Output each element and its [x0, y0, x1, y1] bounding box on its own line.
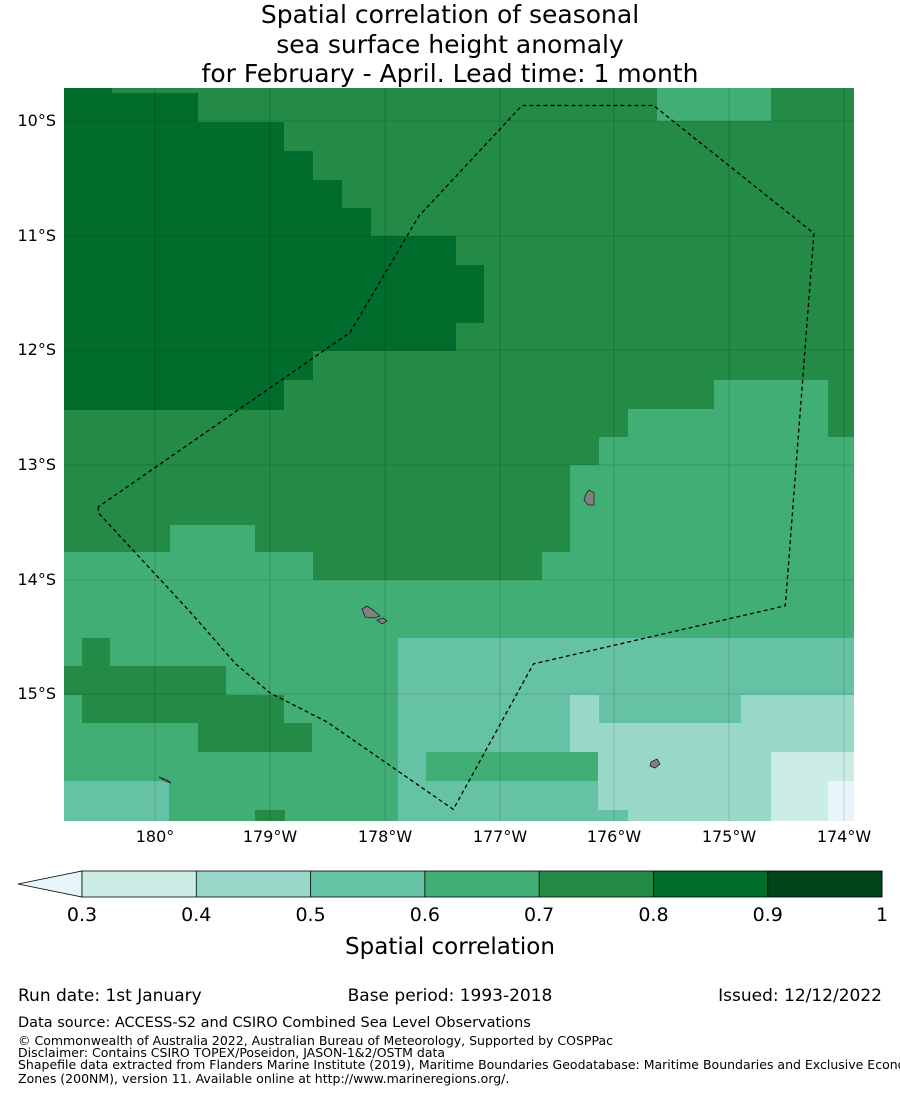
lon-label-177w: 177°W	[473, 827, 528, 846]
grid-cell	[342, 208, 371, 351]
land-masses	[158, 489, 661, 784]
title-line-3: for February - April. Lead time: 1 month	[201, 59, 699, 88]
gridlines	[64, 88, 854, 821]
run-date: Run date: 1st January	[18, 986, 202, 1006]
eez-boundary	[97, 104, 815, 811]
grid-cell	[599, 437, 854, 465]
grid-cell	[741, 695, 854, 723]
grid-cell	[398, 752, 426, 781]
colorbar-outline	[81, 870, 883, 898]
island-alofi	[376, 617, 388, 625]
colorbar-segment	[196, 871, 312, 897]
colorbar-tick-label: 0.9	[753, 904, 783, 926]
colorbar-segment	[539, 871, 654, 897]
island-niuafoou	[649, 758, 661, 769]
colorbar-tick-label: 1	[876, 904, 888, 926]
grid-cell	[598, 810, 628, 821]
grid-cell	[771, 781, 828, 821]
grid-cell	[714, 380, 828, 409]
disclaimer: Disclaimer: Contains CSIRO TOPEX/Poseido…	[18, 1045, 446, 1060]
lon-label-180: 180°	[136, 827, 175, 846]
lat-label-15s: 15°S	[17, 684, 56, 703]
grid-cell	[828, 781, 854, 821]
colorbar-title: Spatial correlation	[345, 934, 555, 960]
island-futuna	[361, 605, 381, 619]
lon-label-174w: 174°W	[817, 827, 872, 846]
data-source: Data source: ACCESS-S2 and CSIRO Combine…	[18, 1015, 531, 1031]
grid-cell	[64, 88, 112, 410]
colorbar-segment	[310, 871, 426, 897]
colorbar-tick-label: 0.4	[181, 904, 211, 926]
grid-cell	[598, 723, 854, 752]
chart-title: Spatial correlation of seasonal sea surf…	[0, 0, 900, 89]
grid-cell	[313, 552, 542, 580]
lon-label-179w: 179°W	[243, 827, 298, 846]
grid-cell	[284, 151, 313, 380]
colorbar-tick-labels: 0.3 0.4 0.5 0.6 0.7 0.8 0.9 1	[67, 904, 888, 926]
lat-label-13s: 13°S	[17, 455, 56, 474]
colorbar-segment	[424, 871, 540, 897]
shapefile-credit-2: Zones (200NM), version 11. Available onl…	[18, 1071, 510, 1086]
title-line-1: Spatial correlation of seasonal	[260, 0, 640, 29]
issued-date: Issued: 12/12/2022	[718, 986, 882, 1006]
colorbar-underflow-arrow	[17, 870, 83, 898]
lat-label-14s: 14°S	[17, 570, 56, 589]
grid-cell	[598, 695, 741, 723]
colorbar: 0.3 0.4 0.5 0.6 0.7 0.8 0.9 1 Spatial correlati…	[17, 870, 888, 960]
lat-label-12s: 12°S	[17, 340, 56, 359]
lon-label-178w: 178°W	[358, 827, 413, 846]
island-wallis	[583, 489, 595, 506]
grid-cell	[64, 781, 169, 821]
grid-cell	[198, 723, 312, 752]
colorbar-tick-label: 0.7	[524, 904, 554, 926]
grid-cell	[628, 409, 828, 438]
colorbar-tick-label: 0.6	[410, 904, 440, 926]
colorbar-tick-label: 0.3	[67, 904, 97, 926]
island-west-reef	[158, 776, 172, 784]
grid-cell	[628, 810, 771, 821]
shapefile-credit-1: Shapefile data extracted from Flanders M…	[18, 1057, 900, 1072]
title-line-2: sea surface height anomaly	[276, 29, 624, 59]
grid-cell	[398, 638, 854, 695]
copyright: © Commonwealth of Australia 2022, Austra…	[18, 1033, 613, 1048]
lon-label-175w: 175°W	[702, 827, 757, 846]
grid-cell	[398, 695, 570, 752]
colorbar-segment	[82, 871, 197, 897]
grid-cell	[456, 265, 484, 323]
grid-cell	[112, 93, 198, 410]
latitude-labels: 10°S 11°S 12°S 13°S 14°S 15°S	[17, 111, 56, 703]
grid-cell	[570, 695, 599, 752]
lat-label-10s: 10°S	[17, 111, 56, 130]
grid-cell	[82, 638, 110, 666]
colorbar-segment	[767, 871, 883, 897]
grid-cell	[598, 752, 771, 810]
colorbar-tick-label: 0.8	[638, 904, 668, 926]
grid-cell	[657, 88, 771, 121]
correlation-grid	[64, 88, 854, 821]
lon-label-176w: 176°W	[587, 827, 642, 846]
grid-cell	[313, 180, 342, 351]
grid-cell	[570, 465, 854, 525]
grid-cell	[198, 122, 284, 410]
grid-cell	[64, 520, 170, 552]
grid-cell	[255, 810, 285, 821]
longitude-labels: 180° 179°W 178°W 177°W 176°W 175°W 174°W	[136, 827, 872, 846]
grid-cell	[398, 781, 598, 821]
grid-cell	[371, 236, 456, 351]
colorbar-tick-label: 0.5	[295, 904, 325, 926]
base-period: Base period: 1993-2018	[347, 986, 553, 1006]
grid-cell	[82, 695, 284, 723]
lat-label-11s: 11°S	[17, 226, 56, 245]
grid-cell	[255, 520, 570, 552]
colorbar-segments	[82, 871, 883, 897]
grid-cell	[64, 666, 226, 695]
colorbar-segment	[653, 871, 769, 897]
map-panel	[64, 88, 854, 821]
colorbar-dividers	[195, 871, 769, 897]
